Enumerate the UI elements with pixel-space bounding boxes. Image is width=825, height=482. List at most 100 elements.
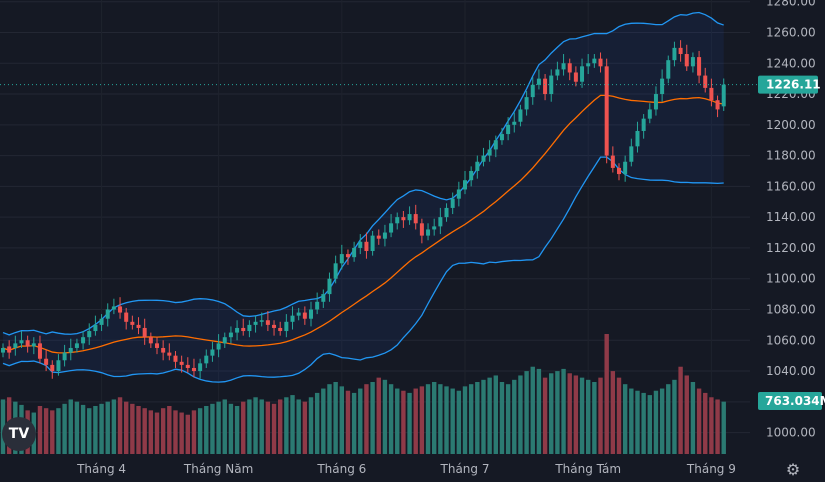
y-tick-label: 1000.00: [766, 426, 816, 440]
candle: [364, 232, 369, 259]
time-axis[interactable]: Tháng 4 Tháng Năm Tháng 6 Tháng 7 Tháng Tám T…: [76, 462, 736, 476]
candle: [592, 54, 597, 68]
last-price-tag: 1226.11: [758, 75, 821, 94]
candle: [339, 244, 344, 270]
volume-bar: [173, 410, 178, 454]
volume-bar: [136, 406, 141, 454]
volume-bar: [296, 399, 301, 454]
y-tick-label: 1060.00: [766, 333, 816, 347]
x-tick-label: Tháng Năm: [183, 462, 253, 476]
y-tick-label: 1280.00: [766, 0, 816, 9]
volume-bar: [666, 384, 671, 454]
volume-bar: [672, 379, 677, 454]
volume-bar: [93, 406, 98, 454]
volume-bar: [610, 371, 616, 454]
candle: [653, 86, 658, 116]
volume-bar: [438, 384, 443, 454]
volume-bar: [616, 377, 622, 454]
candle: [142, 318, 147, 345]
volume-bar: [518, 375, 523, 454]
candle: [376, 229, 381, 245]
candle: [401, 210, 406, 228]
candle: [703, 67, 708, 93]
volume-bar: [253, 397, 258, 454]
volume-bar: [259, 399, 264, 454]
candle: [672, 41, 677, 67]
volume-bar: [499, 382, 505, 454]
volume-bar: [407, 392, 412, 454]
volume-bar: [592, 382, 597, 454]
x-tick-label: Tháng 6: [316, 462, 366, 476]
candle: [247, 320, 252, 338]
volume-bar: [475, 382, 480, 454]
candle: [93, 315, 98, 336]
candle: [666, 55, 671, 84]
volume-bar: [395, 388, 400, 454]
y-tick-label: 1200.00: [766, 118, 816, 132]
candle: [573, 66, 578, 87]
volume-bar: [401, 390, 406, 454]
candle: [278, 321, 283, 336]
volume-bar: [222, 399, 227, 454]
candle: [345, 249, 350, 265]
volume-bar: [413, 388, 418, 454]
volume-bar: [419, 386, 425, 454]
candle: [506, 117, 511, 141]
y-tick-label: 1180.00: [766, 149, 816, 163]
candle: [660, 69, 665, 102]
volume-bar: [197, 408, 203, 454]
last-volume-tag: 763.034M: [758, 392, 825, 410]
candle: [155, 337, 159, 355]
volume-bar: [598, 377, 603, 454]
volume-bar: [314, 392, 320, 454]
volume-bar: [154, 412, 160, 454]
candle: [222, 332, 227, 348]
x-tick-label: Tháng 9: [686, 462, 736, 476]
candle: [617, 163, 621, 181]
candle: [265, 311, 270, 332]
volume-bar: [579, 377, 585, 454]
volume-bar: [604, 334, 609, 454]
candle: [555, 61, 560, 81]
candle: [407, 206, 412, 225]
volume-bar: [684, 375, 689, 454]
upper-band-line: [2, 11, 724, 336]
price-axis[interactable]: 1280.001260.001240.001220.001200.001180.…: [766, 0, 816, 440]
volume-bar: [549, 373, 554, 454]
settings-gear-icon[interactable]: ⚙: [785, 460, 801, 479]
volume-bar: [462, 386, 468, 454]
volume-bar: [185, 414, 190, 454]
candle: [210, 341, 215, 362]
candle: [580, 58, 585, 88]
candle: [204, 349, 209, 368]
candle: [309, 301, 313, 327]
volume-bar: [62, 403, 67, 454]
volume-bar: [327, 384, 332, 454]
candle: [678, 40, 683, 62]
band-fill: [3, 12, 724, 383]
volume-bar: [493, 375, 498, 454]
volume-bar: [512, 379, 517, 454]
candle: [629, 138, 634, 167]
volume-bar: [87, 408, 92, 454]
x-tick-label: Tháng Tám: [554, 462, 621, 476]
candle: [475, 155, 480, 179]
candle: [321, 289, 326, 308]
candle: [105, 303, 110, 327]
candle: [216, 334, 221, 358]
y-tick-label: 1120.00: [766, 241, 816, 255]
tradingview-logo[interactable]: TV: [2, 417, 36, 451]
candle: [1, 343, 5, 358]
candle: [198, 358, 203, 379]
volume-bar: [622, 384, 628, 454]
candle: [524, 90, 529, 116]
volume-bar: [167, 406, 172, 454]
volume-bar: [678, 366, 683, 454]
candle: [31, 337, 36, 355]
volume-bar: [308, 397, 314, 454]
candle: [690, 52, 695, 73]
candle: [7, 340, 12, 359]
volume-bar: [105, 401, 110, 454]
volume-bar: [542, 377, 548, 454]
